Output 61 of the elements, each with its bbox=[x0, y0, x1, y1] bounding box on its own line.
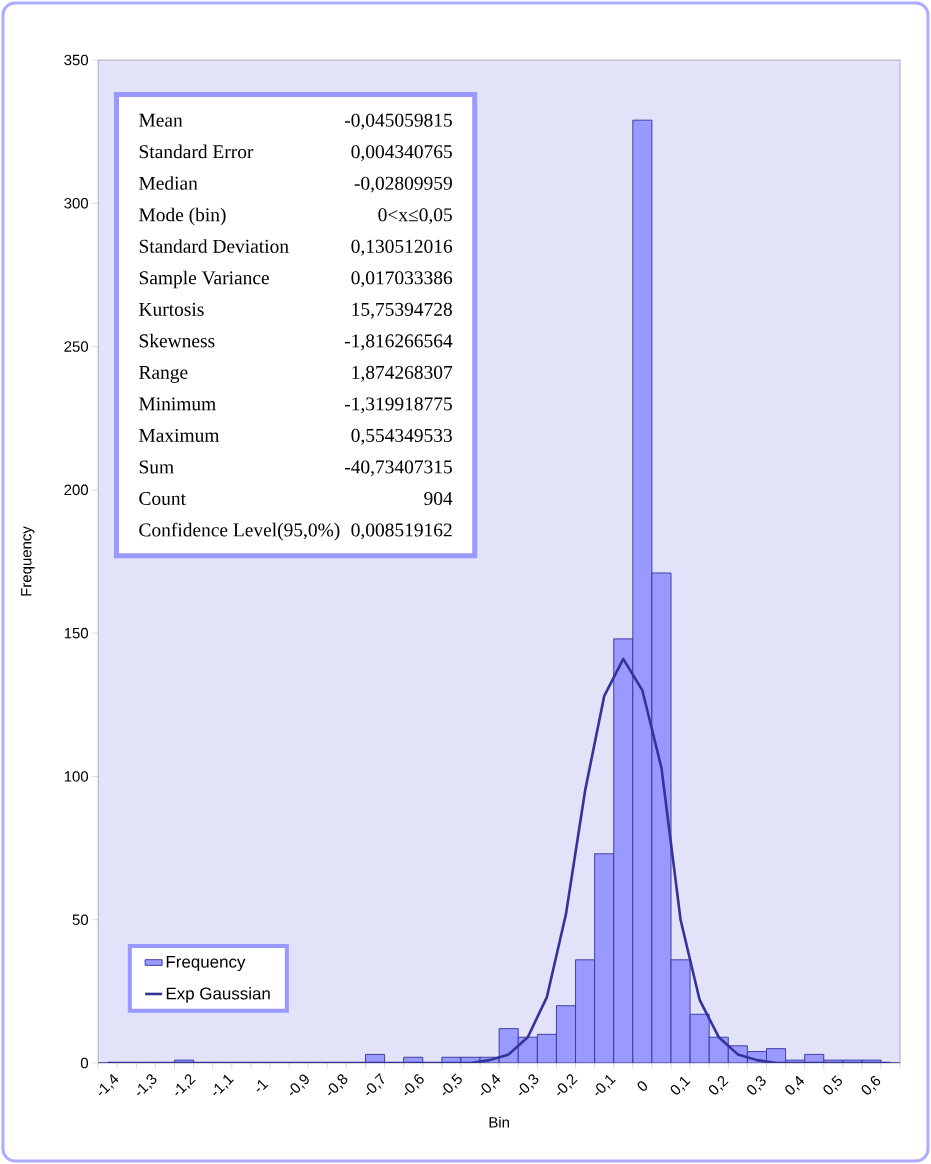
annotation: 15,75394728 bbox=[352, 302, 452, 319]
annotation: Mean bbox=[139, 113, 183, 127]
x-tick-label: 0,6 bbox=[861, 1076, 881, 1095]
annotation: -0,02809959 bbox=[354, 176, 452, 193]
x-tick-label: -0,6 bbox=[404, 1074, 424, 1096]
x-tick-label: 0 bbox=[637, 1081, 648, 1091]
y-tick-label: 50 bbox=[72, 914, 89, 925]
annotation: -0,045059815 bbox=[344, 113, 452, 130]
x-tick-label: -1,2 bbox=[175, 1074, 196, 1096]
x-axis-title: Bin bbox=[489, 1116, 509, 1128]
annotation: Maximum bbox=[139, 428, 220, 442]
x-tick-label: -0,3 bbox=[518, 1074, 539, 1096]
x-tick-label: 0,2 bbox=[708, 1076, 729, 1095]
annotation: Kurtosis bbox=[139, 302, 204, 316]
annotation: 0,554349533 bbox=[351, 428, 452, 445]
annotation: 0,008519162 bbox=[351, 523, 452, 540]
x-tick-label: -0,5 bbox=[442, 1073, 462, 1096]
y-tick-label: 100 bbox=[64, 771, 89, 782]
annotation: 0<x≤0,05 bbox=[378, 208, 452, 225]
y-tick-label: 150 bbox=[64, 627, 89, 639]
annotation: 0,017033386 bbox=[351, 271, 453, 288]
annotation: Minimum bbox=[139, 397, 216, 411]
x-tick-label: -1,4 bbox=[98, 1073, 119, 1096]
y-tick-label: 250 bbox=[64, 341, 89, 352]
x-tick-label: -0,1 bbox=[595, 1074, 616, 1096]
annotation: Sum bbox=[139, 460, 174, 474]
x-tick-label: -0,2 bbox=[557, 1074, 578, 1096]
annotation: Skewness bbox=[139, 333, 215, 348]
annotation: -1,816266564 bbox=[344, 334, 453, 351]
annotation: Confidence Level(95,0%) bbox=[139, 522, 340, 541]
legend-label: Frequency bbox=[166, 955, 246, 972]
y-tick-label: 300 bbox=[64, 197, 89, 209]
annotation: Median bbox=[139, 176, 198, 190]
annotation: 0,130512016 bbox=[351, 239, 453, 256]
x-tick-label: -1 bbox=[256, 1079, 269, 1092]
annotation: Count bbox=[139, 491, 186, 506]
y-tick-label: 350 bbox=[64, 54, 89, 66]
annotation: -40,73407315 bbox=[344, 460, 452, 477]
y-tick-label: 200 bbox=[64, 484, 89, 496]
annotation: Range bbox=[139, 366, 188, 383]
annotation: Standard Deviation bbox=[139, 239, 289, 253]
x-tick-label: -1,3 bbox=[137, 1074, 157, 1096]
annotation: Mode (bin) bbox=[139, 207, 226, 226]
x-tick-label: 0,3 bbox=[747, 1076, 766, 1095]
y-tick-label: 0 bbox=[80, 1057, 89, 1069]
y-axis-title: Frequency bbox=[21, 526, 35, 596]
x-tick-label: -0,8 bbox=[328, 1074, 348, 1096]
x-tick-label: 0,4 bbox=[785, 1075, 805, 1095]
x-tick-label: 0,1 bbox=[670, 1076, 691, 1095]
annotation: 1,874268307 bbox=[352, 365, 453, 382]
annotation: Standard Error bbox=[139, 144, 254, 159]
legend-label: Exp Gaussian bbox=[166, 987, 270, 1003]
x-tick-label: -1,1 bbox=[213, 1074, 234, 1096]
x-tick-label: -0,4 bbox=[480, 1073, 501, 1096]
annotation: 0,004340765 bbox=[351, 145, 452, 162]
x-tick-label: -0,7 bbox=[366, 1073, 385, 1096]
x-tick-label: -0,9 bbox=[289, 1074, 309, 1096]
annotation: -1,319918775 bbox=[344, 397, 452, 414]
annotation: Sample Variance bbox=[139, 270, 269, 289]
annotation: 904 bbox=[424, 491, 453, 506]
x-tick-label: 0,5 bbox=[823, 1075, 842, 1095]
